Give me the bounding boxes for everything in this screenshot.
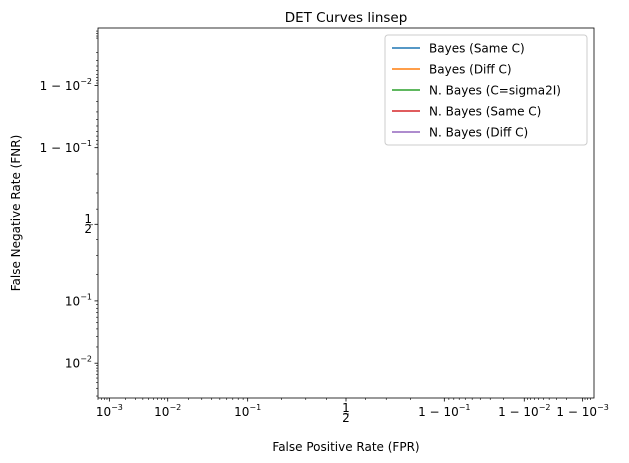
y-tick-label: 1 − 10−2: [40, 77, 92, 93]
x-tick-label: 1 − 10−2: [498, 403, 550, 419]
y-tick-label: 10−1: [65, 292, 92, 308]
x-axis-ticks: 10−3 10−2 10−1 1 2 1 − 10−1 1 − 10−2 1 − 10−3: [96, 398, 609, 425]
y-minor-ticks: [96, 30, 98, 397]
y-axis-label: False Negative Rate (FNR): [9, 135, 23, 292]
legend-frame: [384, 34, 588, 146]
x-tick-label: 10−1: [234, 403, 261, 419]
x-tick-label: 10−2: [154, 403, 181, 419]
x-minor-ticks: [97, 398, 591, 400]
x-tick-label: 1 − 10−1: [418, 403, 470, 419]
legend-label: Bayes (Diff C): [429, 63, 512, 77]
x-tick-label: 10−3: [96, 403, 123, 419]
legend-label: N. Bayes (C=sigma2I): [429, 84, 561, 98]
legend-label: Bayes (Same C): [429, 42, 525, 56]
y-tick-label: 10−2: [65, 355, 92, 371]
chart-title: DET Curves linsep: [285, 10, 408, 26]
x-tick-label: 1 − 10−3: [556, 403, 608, 419]
legend-label: N. Bayes (Diff C): [429, 126, 528, 140]
x-axis-label: False Positive Rate (FPR): [272, 440, 419, 454]
legend: Bayes (Same C) Bayes (Diff C) N. Bayes (C=…: [384, 34, 588, 146]
y-axis-ticks: 10−2 10−1 1 2 1 − 10−1 1 − 10−2: [40, 77, 98, 371]
y-tick-label: 1 − 10−1: [40, 139, 92, 155]
legend-label: N. Bayes (Same C): [429, 105, 541, 119]
